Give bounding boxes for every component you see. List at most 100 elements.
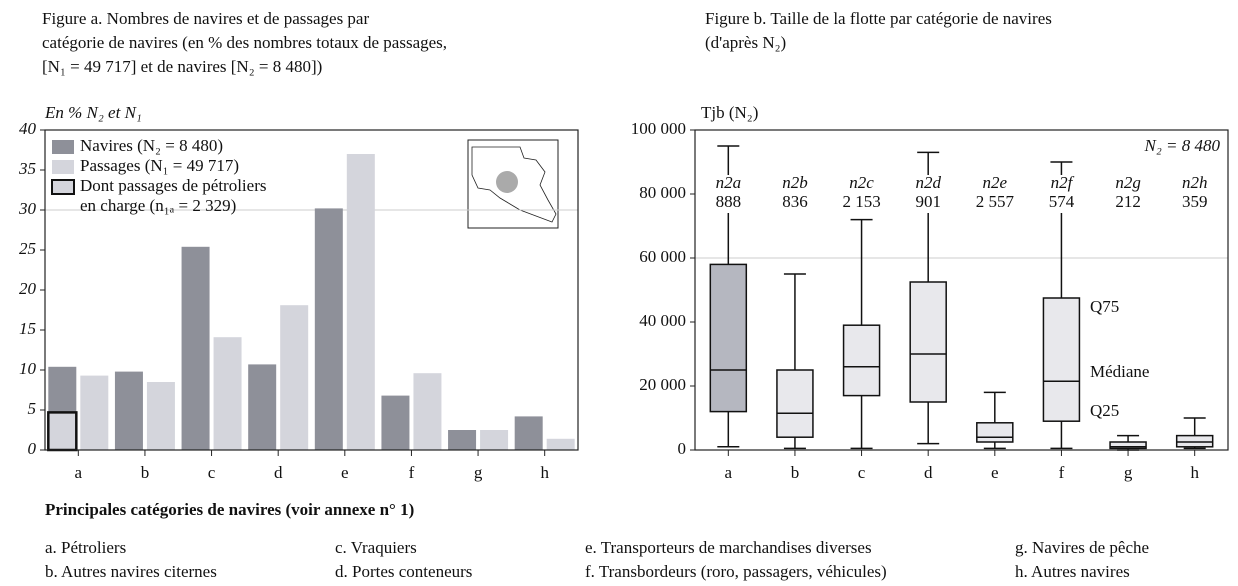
legend-item: b. Autres navires citernes [45,562,217,581]
annotation: Médiane [1090,362,1149,381]
x-tick-label: g [1124,463,1133,482]
n-name: n2a [716,173,742,192]
n-value: 574 [1049,192,1075,211]
legend-swatch [51,179,75,195]
box [1042,297,1081,422]
chart-title: (d'après N₂) [705,33,786,52]
x-tick-label: h [540,463,549,482]
x-tick-label: e [991,463,999,482]
chart-title: Figure a. Nombres de navires et de passa… [42,9,369,28]
y-tick-label: 10 [19,359,37,378]
y-tick-label: 80 000 [639,183,686,202]
n-name: n2g [1115,173,1141,192]
legend-item: e. Transporteurs de marchandises diverse… [585,538,872,557]
bar [448,430,477,450]
legend-item: h. Autres navires [1015,562,1130,581]
n-value: 2 557 [976,192,1015,211]
legend-label: Passages (N₁ = 49 717) [80,156,239,175]
n-name: n2e [983,173,1008,192]
bar [114,371,143,450]
label-bg [1035,175,1088,213]
box [976,422,1014,443]
bar [47,411,78,452]
x-tick-label: f [409,463,415,482]
box [709,263,748,413]
plot-frame [694,129,1229,451]
n-name: n2c [849,173,874,192]
y-tick-label: 5 [28,399,37,418]
n-value: 2 153 [842,192,880,211]
legend-title: Principales catégories de navires (voir … [45,500,414,519]
y-tick-label: 40 [19,119,37,138]
bar [80,375,109,450]
x-tick-label: b [141,463,150,482]
legend-item: c. Vraquiers [335,538,417,557]
x-tick-label: d [274,463,283,482]
box [1109,441,1147,450]
bar [346,154,375,450]
label-bg [1102,175,1155,213]
legend-item: a. Pétroliers [45,538,126,557]
legend-item: d. Portes conteneurs [335,562,472,581]
inset-map [467,139,559,229]
legend-label: Dont passages de pétroliers [80,176,266,195]
y-tick-label: 40 000 [639,311,686,330]
annotation: N₂ = 8 480 [1144,136,1221,155]
bar [248,364,277,450]
n-name: n2b [782,173,808,192]
legend-swatch [52,140,74,154]
y-tick-label: 15 [19,319,36,338]
box [909,281,947,403]
x-tick-label: f [1059,463,1065,482]
x-tick-label: e [341,463,349,482]
n-value: 901 [915,192,941,211]
bar [546,438,575,450]
bar [480,430,509,450]
n-name: n2h [1182,173,1208,192]
bar [381,395,410,450]
annotation: Q75 [1090,297,1119,316]
y-tick-label: 60 000 [639,247,686,266]
x-tick-label: h [1190,463,1199,482]
label-bg [702,175,755,213]
legend-label: Navires (N₂ = 8 480) [80,136,223,155]
y-tick-label: 20 [19,279,37,298]
x-tick-label: c [858,463,866,482]
plot-frame [44,129,579,451]
x-tick-label: c [208,463,216,482]
y-axis-label: En % N₂ et N₁ [44,103,142,122]
chart-title: Figure b. Taille de la flotte par catégo… [705,9,1052,28]
bar [280,305,309,450]
chart-title: [N₁ = 49 717] et de navires [N₂ = 8 480]… [42,57,322,76]
y-tick-label: 0 [678,439,687,458]
y-tick-label: 35 [18,159,36,178]
label-bg [968,175,1021,213]
label-bg [1168,175,1221,213]
y-tick-label: 20 000 [639,375,686,394]
y-axis-label: Tjb (N₂) [701,103,758,122]
x-tick-label: a [75,463,83,482]
legend-item: g. Navires de pêche [1015,538,1149,557]
label-bg [768,175,821,213]
chart-title: catégorie de navires (en % des nombres t… [42,33,447,52]
x-tick-label: g [474,463,483,482]
n-value: 888 [716,192,742,211]
legend-label: en charge (n₁ₐ = 2 329) [80,196,236,215]
bar [181,246,210,450]
bar [213,337,242,450]
n-value: 836 [782,192,808,211]
legend-item: f. Transbordeurs (roro, passagers, véhic… [585,562,887,581]
legend-swatch [52,160,74,174]
bar [314,208,343,450]
box [776,369,814,438]
n-value: 212 [1115,192,1141,211]
n-value: 359 [1182,192,1208,211]
x-tick-label: a [725,463,733,482]
bar [413,373,442,450]
y-tick-label: 25 [19,239,36,258]
x-tick-label: b [791,463,800,482]
y-tick-label: 0 [28,439,37,458]
x-tick-label: d [924,463,933,482]
n-name: n2f [1051,173,1075,192]
